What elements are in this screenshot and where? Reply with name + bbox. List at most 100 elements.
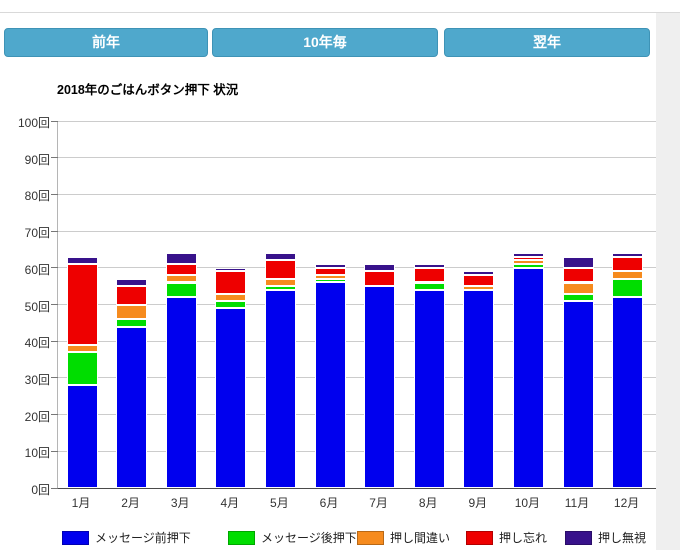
- y-axis-tick: [51, 414, 58, 416]
- y-tick-label: 30回: [24, 372, 50, 387]
- y-axis-tick: [51, 340, 58, 342]
- legend-label: 押し無視: [598, 531, 647, 545]
- legend-item: 押し間違い: [357, 529, 450, 546]
- x-category-label: 5月: [270, 496, 289, 510]
- y-axis-tick: [51, 377, 58, 379]
- legend-item: 押し無視: [565, 529, 646, 546]
- bar-segment: [116, 304, 148, 320]
- y-tick-label: 70回: [24, 226, 50, 241]
- decade-button[interactable]: 10年毎: [212, 28, 438, 57]
- bar-segment: [66, 264, 98, 345]
- y-tick-label: 100回: [17, 116, 50, 130]
- bar-segment: [612, 271, 644, 279]
- x-category-label: 3月: [170, 496, 190, 510]
- x-category-label: 10月: [514, 496, 541, 510]
- legend: メッセージ前押下 メッセージ後押下 押し間違い 押し忘れ 押し無視: [0, 529, 656, 549]
- x-category-label: 2月: [121, 496, 140, 510]
- y-tick-label: 40回: [24, 336, 50, 351]
- bar-segment: [264, 253, 296, 261]
- y-axis-tick: [51, 193, 58, 195]
- x-category-label: 12月: [613, 496, 640, 510]
- bar-segment: [264, 286, 296, 290]
- bar-segment: [314, 275, 346, 279]
- legend-swatch: [466, 530, 493, 545]
- gridline: [58, 120, 656, 122]
- bar-segment: [512, 253, 544, 257]
- y-axis-tick: [51, 120, 58, 122]
- y-axis-tick: [51, 487, 58, 489]
- bar-segment: [562, 267, 594, 283]
- bar-segment: [314, 267, 346, 276]
- y-tick-label: 50回: [24, 299, 50, 314]
- content-panel: 前年 10年毎 翌年 2018年のごはんボタン押下 状況 0回 10回 20回 30回…: [0, 13, 656, 550]
- bar-segment: [314, 278, 346, 283]
- gridline: [58, 377, 656, 379]
- bar-segment: [463, 286, 495, 290]
- bar-segment: [215, 300, 247, 309]
- bar-segment: [612, 253, 644, 257]
- bar-segment: [413, 282, 445, 290]
- bar-segment: [264, 289, 296, 488]
- bar-segment: [463, 271, 495, 276]
- prev-year-button[interactable]: 前年: [4, 28, 208, 57]
- gridline: [58, 193, 656, 195]
- legend-swatch: [62, 530, 89, 545]
- y-tick-label: 20回: [24, 409, 50, 424]
- bar-segment: [116, 286, 148, 305]
- bar-segment: [314, 264, 346, 268]
- bar-segment: [215, 293, 247, 301]
- bar-segment: [165, 297, 197, 488]
- bar-segment: [463, 289, 495, 488]
- x-category-label: 9月: [468, 496, 488, 510]
- bar-segment: [413, 289, 445, 488]
- gridline: [58, 340, 656, 342]
- bar-segment: [463, 275, 495, 287]
- bar-segment: [66, 344, 98, 353]
- bar-segment: [66, 352, 98, 386]
- bar-segment: [364, 264, 396, 272]
- y-tick-label: 0回: [31, 483, 50, 497]
- bar-segment: [512, 264, 544, 268]
- legend-label: 押し間違い: [390, 531, 451, 545]
- legend-item: 押し忘れ: [466, 529, 547, 546]
- legend-swatch: [565, 530, 592, 545]
- bar-segment: [165, 282, 197, 298]
- y-axis-tick: [51, 267, 58, 269]
- bar-segment: [364, 271, 396, 287]
- legend-label: メッセージ後押下: [261, 531, 357, 545]
- bar-segment: [165, 275, 197, 283]
- bar-segment: [66, 385, 98, 488]
- y-tick-label: 90回: [24, 152, 50, 167]
- bar-segment: [264, 278, 296, 287]
- bar-segment: [512, 267, 544, 488]
- bar-segment: [413, 267, 445, 283]
- y-axis-tick: [51, 157, 58, 159]
- bar-segment: [165, 264, 197, 276]
- next-year-button[interactable]: 翌年: [444, 28, 650, 57]
- x-category-label: 8月: [418, 496, 438, 510]
- legend-item: メッセージ前押下: [62, 529, 191, 546]
- bar-segment: [612, 297, 644, 488]
- x-category-label: 4月: [220, 496, 240, 510]
- gridline: [58, 304, 656, 305]
- bar-segment: [116, 278, 148, 287]
- bar-segment: [562, 256, 594, 268]
- bar-segment: [215, 308, 247, 488]
- bar-segment: [612, 256, 644, 272]
- y-tick-label: 10回: [24, 446, 50, 461]
- chart-title: 2018年のごはんボタン押下 状況: [57, 83, 239, 97]
- bar-segment: [165, 253, 197, 265]
- plot-area: [51, 120, 656, 489]
- bar-segment: [562, 293, 594, 301]
- y-tick-label: 60回: [24, 262, 50, 277]
- gridline: [58, 414, 656, 416]
- bar-segment: [116, 319, 148, 327]
- gridline: [58, 157, 656, 159]
- legend-label: メッセージ前押下: [95, 531, 191, 545]
- top-divider: [0, 0, 680, 13]
- bar-segment: [264, 260, 296, 279]
- bar-segment: [413, 264, 445, 268]
- bar-segment: [215, 267, 247, 272]
- bar-segment: [562, 300, 594, 488]
- bar-segment: [562, 282, 594, 294]
